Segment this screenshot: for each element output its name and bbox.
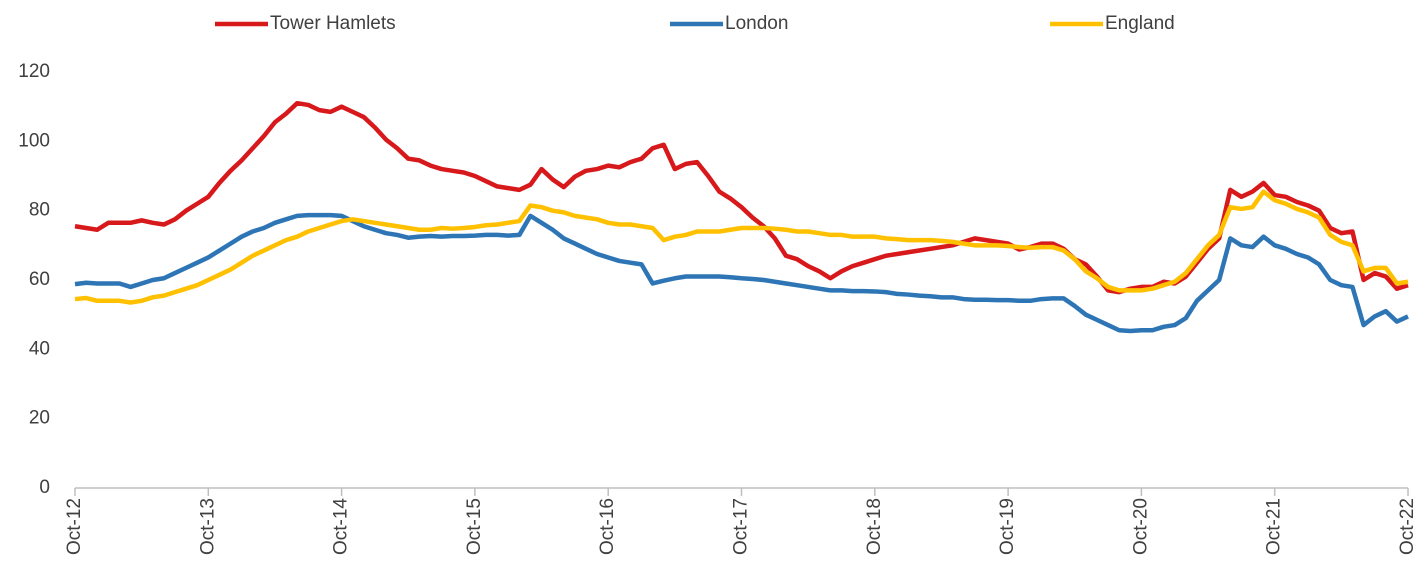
x-tick-label: Oct-20 xyxy=(1130,498,1151,555)
x-tick-label: Oct-14 xyxy=(331,498,352,555)
legend-label: Tower Hamlets xyxy=(270,13,396,34)
x-tick-label: Oct-13 xyxy=(197,498,218,555)
x-tick-label: Oct-16 xyxy=(597,498,618,555)
series-line xyxy=(74,100,1409,295)
y-tick-label: 80 xyxy=(29,200,50,221)
x-tick-label: Oct-19 xyxy=(997,498,1018,555)
x-tick-label: Oct-18 xyxy=(864,498,885,555)
series-line xyxy=(74,212,1409,334)
legend-label: London xyxy=(725,13,788,34)
x-tick-label: Oct-17 xyxy=(731,498,752,555)
y-tick-label: 100 xyxy=(18,130,50,151)
legend-label: England xyxy=(1105,13,1175,34)
y-tick-label: 60 xyxy=(29,269,50,290)
y-tick-label: 40 xyxy=(29,338,50,359)
series-line xyxy=(74,189,1409,305)
x-tick-label: Oct-21 xyxy=(1264,498,1285,555)
y-tick-label: 20 xyxy=(29,408,50,429)
y-tick-label: 120 xyxy=(18,61,50,82)
x-tick-label: Oct-15 xyxy=(464,498,485,555)
x-tick-label: Oct-22 xyxy=(1397,498,1418,555)
x-tick-label: Oct-12 xyxy=(64,498,85,555)
y-tick-label: 0 xyxy=(39,477,50,498)
